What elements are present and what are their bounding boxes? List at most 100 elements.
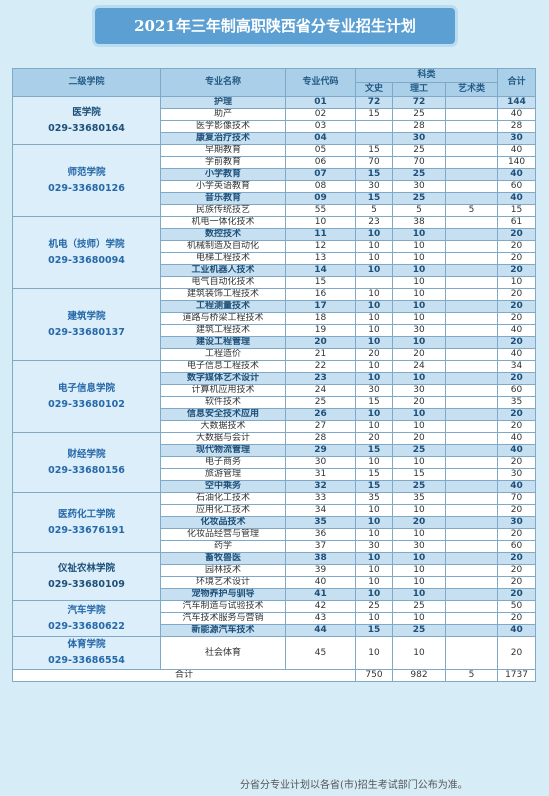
cell-empty <box>444 168 499 181</box>
cell-empty <box>444 468 499 481</box>
table-row: 汽车技术服务与营销 43 10 10 20 <box>13 612 537 625</box>
cell-name: 电气自动化技术 <box>160 276 286 289</box>
summary-yishu: 5 <box>444 669 499 682</box>
cell-total: 144 <box>497 96 537 109</box>
table-row: 建筑学院 029-33680137 建筑装饰工程技术 16 10 10 20 <box>12 288 537 361</box>
cell-name: 民族传统技艺 <box>160 204 286 217</box>
cell-wenshi: 30 <box>355 180 393 193</box>
cell-ligong: 25 <box>392 600 446 613</box>
cell-name: 大数据技术 <box>160 420 286 433</box>
cell-name: 石油化工技术 <box>160 492 286 505</box>
table-row: 建筑工程技术 19 10 30 40 <box>13 324 537 337</box>
cell-ligong: 10 <box>392 504 446 517</box>
college-phone: 029-33680102 <box>48 398 125 410</box>
table-row: 医药化工学院 029-33676191 石油化工技术 33 35 35 70 <box>12 492 537 553</box>
table-row: 数字媒体艺术设计 23 10 10 20 <box>13 372 537 385</box>
cell-wenshi: 10 <box>355 528 393 541</box>
cell-code: 31 <box>285 468 356 481</box>
cell-ligong: 10 <box>392 576 446 589</box>
cell-empty <box>444 456 499 469</box>
cell-empty <box>444 108 499 121</box>
cell-wenshi: 15 <box>355 624 393 637</box>
cell-total: 20 <box>497 588 537 601</box>
cell-empty <box>444 192 499 205</box>
cell-name: 化妆品技术 <box>160 516 286 529</box>
cell-total: 34 <box>497 360 537 373</box>
cell-ligong: 10 <box>392 372 446 385</box>
cell-code: 26 <box>285 408 356 421</box>
cell-ligong: 70 <box>392 156 446 169</box>
cell-empty <box>444 540 499 553</box>
cell-wenshi: 15 <box>355 444 393 457</box>
cell-wenshi: 10 <box>355 288 393 301</box>
cell-empty <box>444 96 499 109</box>
table-row: 药学 37 30 30 60 <box>13 540 537 553</box>
cell-empty <box>444 408 499 421</box>
cell-wenshi: 10 <box>355 408 393 421</box>
table-row: 宠物养护与驯导 41 10 10 20 <box>13 588 537 601</box>
cell-name: 音乐教育 <box>160 192 286 205</box>
cell-name: 工程测量技术 <box>160 300 286 313</box>
cell-total: 15 <box>497 204 537 217</box>
table-row: 园林技术 39 10 10 20 <box>13 564 537 577</box>
cell-code: 42 <box>285 600 356 613</box>
cell-name: 小学教育 <box>160 168 286 181</box>
cell-wenshi: 10 <box>355 312 393 325</box>
cell-ligong: 72 <box>392 96 446 109</box>
cell-total: 20 <box>497 636 537 670</box>
cell-code: 22 <box>285 360 356 373</box>
cell-total: 20 <box>497 528 537 541</box>
cell-total: 60 <box>497 180 537 193</box>
cell-yishu: 5 <box>444 204 499 217</box>
cell-empty <box>444 396 499 409</box>
footnote: 分省分专业计划以各省(市)招生考试部门公布为准。 <box>240 780 468 791</box>
cell-code: 10 <box>285 216 356 229</box>
college-name: 机电（技师）学院 <box>48 238 125 250</box>
cell-empty <box>444 612 499 625</box>
cell-total: 40 <box>497 444 537 457</box>
college-cell: 医学院 029-33680164 <box>12 96 161 145</box>
table-row: 化妆品技术 35 10 20 30 <box>13 516 537 529</box>
cell-ligong: 10 <box>392 528 446 541</box>
college-cell: 医药化工学院 029-33676191 <box>12 492 161 553</box>
cell-total: 40 <box>497 324 537 337</box>
college-phone: 029-33680622 <box>48 620 125 632</box>
cell-name: 建筑装饰工程技术 <box>160 288 286 301</box>
cell-total: 20 <box>497 576 537 589</box>
college-phone: 029-33676191 <box>48 524 125 536</box>
cell-empty <box>444 300 499 313</box>
table-row: 旅游管理 31 15 15 30 <box>13 468 537 481</box>
cell-empty <box>355 132 393 145</box>
cell-code: 55 <box>285 204 356 217</box>
table-row: 建设工程管理 20 10 10 20 <box>13 336 537 349</box>
college-name: 汽车学院 <box>67 604 106 616</box>
cell-wenshi: 10 <box>355 360 393 373</box>
cell-name: 工业机器人技术 <box>160 264 286 277</box>
cell-code: 11 <box>285 228 356 241</box>
cell-wenshi: 10 <box>355 516 393 529</box>
college-phone: 029-33680164 <box>48 122 125 134</box>
cell-ligong: 10 <box>392 264 446 277</box>
cell-code: 02 <box>285 108 356 121</box>
cell-wenshi: 15 <box>355 108 393 121</box>
college-name: 师范学院 <box>67 166 106 178</box>
cell-empty <box>444 180 499 193</box>
cell-empty <box>444 384 499 397</box>
cell-ligong: 20 <box>392 348 446 361</box>
cell-total: 20 <box>497 288 537 301</box>
college-cell: 电子信息学院 029-33680102 <box>12 360 161 433</box>
cell-ligong: 38 <box>392 216 446 229</box>
cell-total: 20 <box>497 504 537 517</box>
cell-total: 20 <box>497 564 537 577</box>
cell-empty <box>444 324 499 337</box>
cell-total: 30 <box>497 468 537 481</box>
cell-wenshi: 15 <box>355 480 393 493</box>
header: 合计 <box>497 68 537 97</box>
cell-code: 08 <box>285 180 356 193</box>
cell-wenshi: 10 <box>355 372 393 385</box>
cell-total: 20 <box>497 252 537 265</box>
table-row: 医学院 029-33680164 护理 01 72 72 144 <box>12 96 537 145</box>
cell-wenshi: 10 <box>355 636 393 670</box>
cell-total: 40 <box>497 168 537 181</box>
cell-total: 40 <box>497 480 537 493</box>
